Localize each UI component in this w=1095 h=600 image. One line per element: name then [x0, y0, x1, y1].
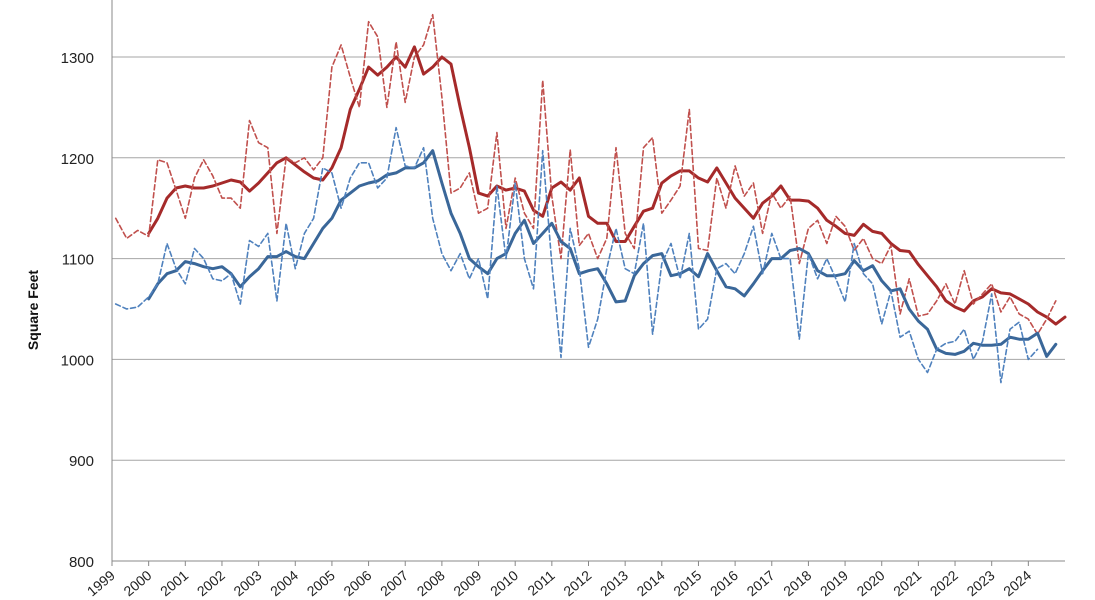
x-tick-label: 2002 — [194, 567, 228, 599]
y-tick-label: 1000 — [61, 352, 94, 369]
x-tick-label: 2009 — [450, 567, 484, 599]
x-tick-label: 2004 — [267, 567, 301, 599]
x-tick-label: 2003 — [230, 567, 264, 599]
y-axis-label: Square Feet — [25, 270, 41, 350]
x-tick-labels: 1999 2000 2001 2002 2003 2004 2005 2006 2007 2008… — [84, 561, 1034, 599]
y-tick-label: 1300 — [61, 50, 94, 67]
x-tick-label: 2013 — [597, 567, 631, 599]
x-tick-label: 2019 — [817, 567, 851, 599]
series-line-2 — [114, 13, 1057, 335]
x-tick-label: 2007 — [377, 567, 411, 599]
x-tick-label: 2024 — [1000, 567, 1034, 599]
y-tick-label: 800 — [69, 554, 94, 571]
x-tick-label: 2000 — [120, 567, 154, 599]
axes — [111, 0, 1065, 562]
x-tick-label: 2021 — [890, 567, 924, 599]
series-line-4 — [114, 126, 1039, 384]
x-tick-label: 2016 — [707, 567, 741, 599]
x-tick-label: 2010 — [487, 567, 521, 599]
series-line-1 — [147, 45, 1067, 326]
series-line-3 — [147, 149, 1058, 358]
x-tick-label: 2023 — [963, 567, 997, 599]
x-tick-label: 2014 — [634, 567, 668, 599]
x-tick-label: 2015 — [670, 567, 704, 599]
y-tick-label: 900 — [69, 453, 94, 470]
x-tick-label: 2008 — [414, 567, 448, 599]
y-tick-label: 1200 — [61, 151, 94, 168]
x-tick-label: 2006 — [340, 567, 374, 599]
x-tick-label: 2005 — [304, 567, 338, 599]
x-tick-label: 2011 — [524, 567, 558, 599]
gridlines — [112, 56, 1065, 461]
y-tick-label: 1100 — [62, 252, 94, 269]
x-tick-label: 2017 — [744, 567, 778, 599]
x-tick-label: 1999 — [84, 567, 118, 599]
x-tick-label: 2001 — [157, 567, 191, 599]
y-tick-labels: 800 900 1000 1100 1200 1300 — [61, 50, 94, 571]
x-tick-label: 2012 — [560, 567, 594, 599]
x-tick-label: 2018 — [780, 567, 814, 599]
x-tick-label: 2022 — [927, 567, 961, 599]
x-tick-label: 2020 — [854, 567, 888, 599]
series-lines — [114, 13, 1067, 384]
